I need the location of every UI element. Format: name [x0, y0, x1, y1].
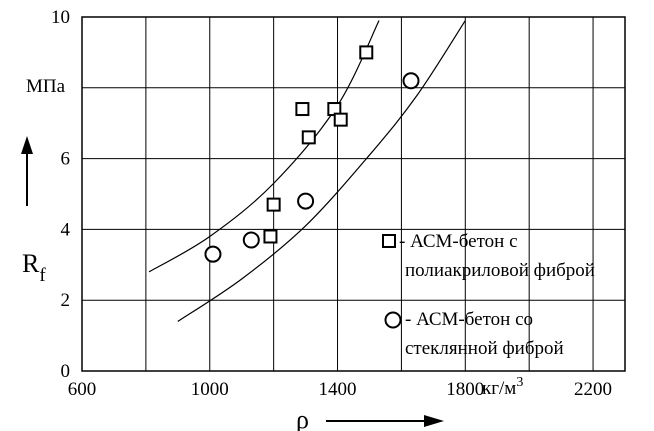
- confidence-curves: [148, 20, 466, 322]
- legend-entry-1-line-2: полиакриловой фиброй: [405, 260, 595, 281]
- x-tick-label: 600: [68, 379, 97, 400]
- x-unit-label: кг/м3: [482, 375, 523, 399]
- boundary-curve-1: [148, 20, 380, 273]
- plot-frame: [81, 16, 626, 372]
- y-axis-label: Rf: [22, 249, 46, 286]
- data-point-square: [301, 130, 316, 145]
- legend-circle-marker: [384, 311, 402, 329]
- legend-entry-2-line-2: стеклянной фиброй: [405, 338, 564, 359]
- data-point-circle: [402, 72, 420, 90]
- x-tick-label: 1800: [446, 379, 484, 400]
- x-unit-superscript: 3: [516, 375, 523, 390]
- legend: - АСМ-бетон с полиакриловой фиброй - АСМ…: [382, 231, 595, 359]
- data-point-circle: [242, 231, 260, 249]
- x-tick-label: 1000: [191, 379, 229, 400]
- legend-entry-1-line-1: - АСМ-бетон с: [399, 231, 518, 252]
- y-unit-label: МПа: [26, 76, 66, 97]
- data-point-circle: [204, 245, 222, 263]
- boundary-curve-2: [177, 20, 466, 322]
- tick-labels: 600 1000 1400 1800 2200 0 2 4 6 10: [51, 7, 612, 400]
- y-tick-label: 6: [61, 149, 71, 170]
- data-point-square: [295, 102, 310, 117]
- legend-entry-2-line-1: - АСМ-бетон со: [405, 309, 533, 330]
- x-axis-arrow: [326, 415, 444, 427]
- y-tick-label: 10: [51, 7, 70, 28]
- y-tick-label: 0: [61, 361, 71, 382]
- x-tick-label: 1400: [319, 379, 357, 400]
- data-point-square: [263, 229, 278, 244]
- legend-square-marker: [382, 234, 396, 248]
- data-point-square: [333, 112, 348, 127]
- y-axis-arrow: [21, 136, 33, 206]
- data-points: [204, 45, 420, 263]
- grid: [81, 16, 626, 372]
- y-tick-label: 4: [61, 219, 71, 240]
- y-axis-label-subscript: f: [39, 265, 46, 286]
- y-tick-label: 2: [61, 290, 71, 311]
- x-tick-label: 2200: [574, 379, 612, 400]
- data-point-circle: [297, 192, 315, 210]
- data-point-square: [359, 45, 374, 60]
- x-axis-label: ρ: [296, 405, 309, 431]
- data-point-square: [266, 197, 281, 212]
